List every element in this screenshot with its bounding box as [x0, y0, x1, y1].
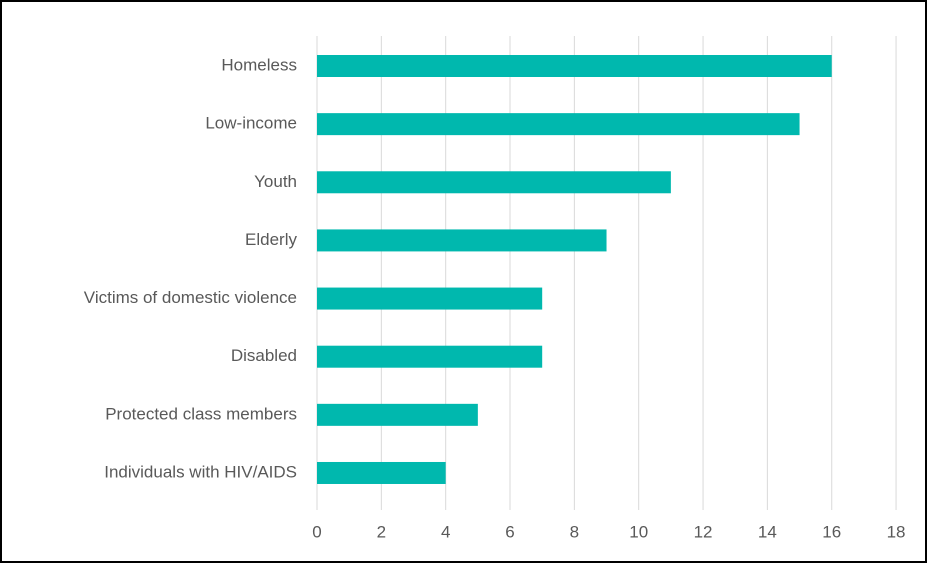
x-tick-label: 16 [822, 522, 841, 541]
gridlines [316, 36, 897, 510]
bar-6 [317, 403, 478, 426]
category-labels: Homeless Low-income Youth Elderly Victims of… [84, 55, 298, 481]
x-tick-label: 8 [570, 522, 579, 541]
category-label: Homeless [221, 55, 297, 74]
x-tick-label: 4 [441, 522, 450, 541]
category-label: Disabled [231, 346, 297, 365]
x-tick-labels: 0 2 4 6 8 10 12 14 16 18 [312, 522, 905, 541]
bar-2 [317, 171, 671, 194]
category-label: Low-income [205, 114, 297, 133]
x-tick-label: 12 [694, 522, 713, 541]
category-label: Elderly [245, 230, 297, 249]
bar-3 [317, 229, 607, 252]
category-label: Protected class members [105, 404, 297, 423]
bars [317, 55, 832, 484]
category-label: Youth [254, 172, 297, 191]
category-label: Victims of domestic violence [84, 288, 297, 307]
bar-0 [317, 55, 832, 77]
bar-7 [317, 461, 446, 484]
x-tick-label: 14 [758, 522, 777, 541]
x-tick-label: 2 [377, 522, 386, 541]
bar-4 [317, 287, 543, 310]
category-label: Individuals with HIV/AIDS [104, 462, 297, 481]
bar-5 [317, 345, 543, 368]
x-tick-label: 18 [887, 522, 906, 541]
x-tick-label: 10 [629, 522, 648, 541]
x-tick-label: 0 [312, 522, 321, 541]
bar-1 [317, 113, 800, 136]
x-tick-label: 6 [505, 522, 514, 541]
